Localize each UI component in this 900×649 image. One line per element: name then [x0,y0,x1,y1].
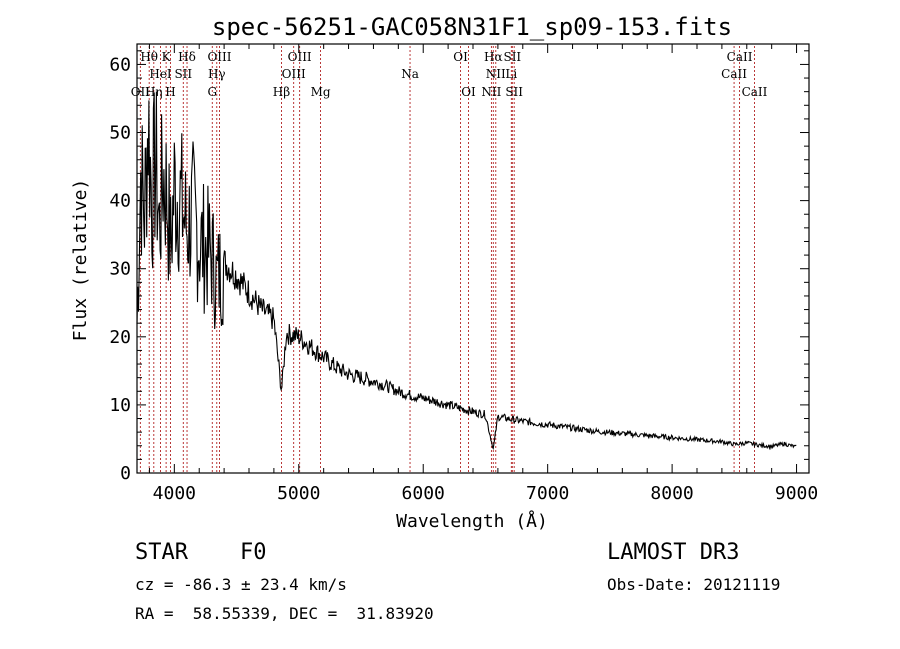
chart-title: spec-56251-GAC058N31F1_sp09-153.fits [212,13,732,41]
spectral-line-label: HeI [149,67,172,81]
y-tick-label: 0 [120,463,131,484]
object-type: STAR [135,540,188,565]
spectral-line-label: Hα [484,50,503,64]
plot-frame [136,43,810,474]
redshift-velocity: cz = -86.3 ± 23.4 km/s [135,575,347,594]
spectral-line-label: CaII [727,50,753,64]
spectral-line-label: SII [174,67,192,81]
survey-name: LAMOST DR3 [607,540,740,565]
spectrum-series-line [136,91,797,451]
y-axis-label: Flux (relative) [70,179,91,342]
spectral-line-label: G [207,85,217,99]
spectral-line-label: CaII [742,85,768,99]
spectral-line-label: OI [461,85,476,99]
spectral-line-labels: OIIHθHηHeIKHSIIHδGHγOIIIHβOIIIOIIIMgNaOI… [131,50,768,99]
spectral-line-label: OIII [282,67,306,81]
sky-coordinates: RA = 58.55339, DEC = 31.83920 [135,604,434,623]
spectral-line-label: Hδ [178,50,196,64]
spectral-line-label: SII [505,85,523,99]
observation-date: Obs-Date: 20121119 [607,575,781,594]
spectral-line-label: Hη [145,85,163,99]
spectral-line-label: K [162,50,172,64]
x-tick-label: 4000 [153,483,196,504]
x-tick-label: 9000 [775,483,818,504]
spectral-line-label: NII [481,85,501,99]
spectral-line-label: OIII [288,50,312,64]
x-tick-label: 7000 [526,483,569,504]
x-tick-label: 8000 [650,483,693,504]
spectral-line-markers [139,46,755,473]
y-tick-label: 60 [109,54,131,75]
spectral-line-label: NII [486,67,506,81]
y-tick-label: 40 [109,191,131,212]
spectral-line-label: Na [401,67,419,81]
spectral-subclass: F0 [240,540,267,565]
spectral-line-label: Hβ [273,85,290,99]
x-axis-label: Wavelength (Å) [396,510,548,532]
x-tick-label: 5000 [277,483,320,504]
spectral-line-label: Hθ [140,50,158,64]
spectral-line-label: CaII [721,67,747,81]
y-tick-label: 30 [109,259,131,280]
spectral-line-label: Hγ [208,67,226,81]
y-tick-label: 20 [109,327,131,348]
spectral-line-label: OIII [207,50,231,64]
spectral-line-label: Mg [311,85,331,99]
y-tick-label: 10 [109,395,131,416]
spectral-line-label: SII [503,50,521,64]
axis-ticks: 4000 5000 6000 7000 8000 9000 0 10 20 30 40 50 60 [109,44,818,504]
spectral-line-label: OI [453,50,468,64]
x-tick-label: 6000 [402,483,445,504]
spectral-line-label: Li [505,67,517,81]
y-tick-label: 50 [109,123,131,144]
spectral-line-label: H [165,85,175,99]
